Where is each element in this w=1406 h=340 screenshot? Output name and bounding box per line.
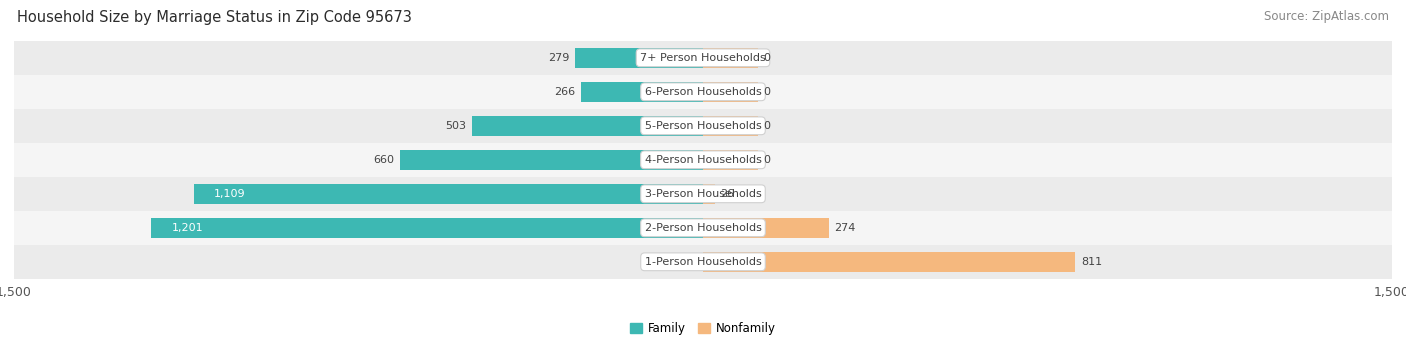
Text: 266: 266	[554, 87, 575, 97]
Text: 1,201: 1,201	[172, 223, 204, 233]
Text: 2-Person Households: 2-Person Households	[644, 223, 762, 233]
Bar	[703, 82, 758, 102]
Text: 0: 0	[763, 155, 770, 165]
Text: 3-Person Households: 3-Person Households	[644, 189, 762, 199]
Bar	[703, 48, 758, 68]
Bar	[703, 252, 1076, 272]
Bar	[703, 116, 758, 136]
Text: 274: 274	[834, 223, 856, 233]
Text: 503: 503	[446, 121, 467, 131]
Text: Source: ZipAtlas.com: Source: ZipAtlas.com	[1264, 10, 1389, 23]
Text: 660: 660	[374, 155, 394, 165]
Text: 26: 26	[720, 189, 734, 199]
Bar	[14, 143, 1392, 177]
Text: 1,109: 1,109	[214, 189, 246, 199]
Bar	[14, 41, 1392, 75]
Text: 811: 811	[1081, 257, 1102, 267]
Text: 4-Person Households: 4-Person Households	[644, 155, 762, 165]
Text: 0: 0	[763, 121, 770, 131]
Bar	[575, 48, 703, 68]
Text: 279: 279	[548, 53, 569, 63]
Bar	[472, 116, 703, 136]
Text: 7+ Person Households: 7+ Person Households	[640, 53, 766, 63]
Bar	[581, 82, 703, 102]
Bar	[194, 184, 703, 204]
Text: 5-Person Households: 5-Person Households	[644, 121, 762, 131]
Text: 0: 0	[763, 53, 770, 63]
Bar	[703, 218, 830, 238]
Bar	[14, 109, 1392, 143]
Text: 6-Person Households: 6-Person Households	[644, 87, 762, 97]
Bar	[14, 75, 1392, 109]
Bar	[703, 184, 714, 204]
Text: 0: 0	[763, 87, 770, 97]
Bar	[14, 211, 1392, 245]
Legend: Family, Nonfamily: Family, Nonfamily	[626, 317, 780, 340]
Text: Household Size by Marriage Status in Zip Code 95673: Household Size by Marriage Status in Zip…	[17, 10, 412, 25]
Bar	[152, 218, 703, 238]
Bar	[703, 150, 758, 170]
Text: 1-Person Households: 1-Person Households	[644, 257, 762, 267]
Bar	[399, 150, 703, 170]
Bar	[14, 245, 1392, 279]
Bar	[14, 177, 1392, 211]
